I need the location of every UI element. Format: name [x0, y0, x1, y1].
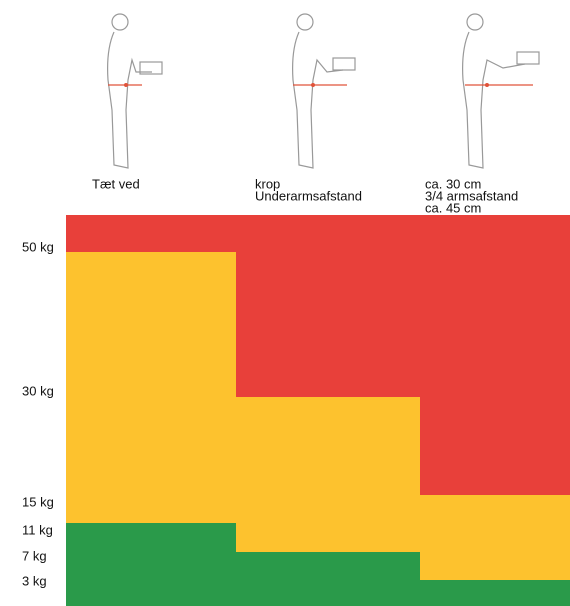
axis-label: 3 kg — [22, 573, 47, 588]
axis-label: 50 kg — [22, 239, 54, 254]
column-label: ca. 45 cm — [425, 200, 481, 215]
axis-label: 30 kg — [22, 383, 54, 398]
column-label: Underarmsafstand — [255, 188, 362, 203]
green-zone — [66, 523, 236, 606]
figure — [462, 13, 540, 169]
zones — [66, 215, 570, 606]
figure — [107, 13, 163, 169]
green-zone — [420, 580, 570, 606]
column-label: ca. 30 cm — [425, 176, 481, 191]
column-label: Tæt ved — [92, 176, 140, 191]
green-zone — [236, 552, 420, 606]
column-label: 3/4 armsafstand — [425, 188, 518, 203]
axis-label: 15 kg — [22, 494, 54, 509]
figure — [292, 13, 356, 169]
axis-label: 7 kg — [22, 548, 47, 563]
axis-label: 11 kg — [22, 522, 53, 537]
column-label: krop — [255, 176, 280, 191]
